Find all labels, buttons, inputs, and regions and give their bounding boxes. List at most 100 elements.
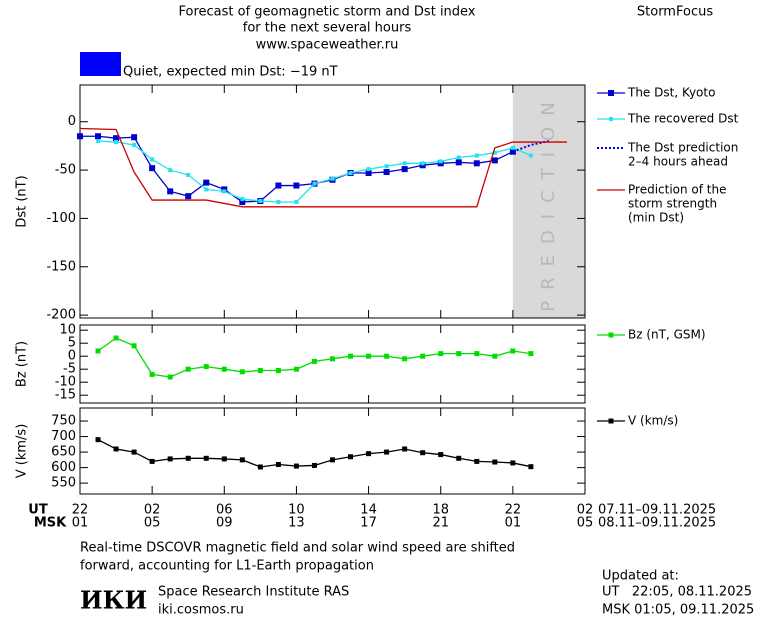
- data-point: [240, 197, 245, 202]
- data-point: [366, 353, 372, 359]
- data-point: [510, 348, 516, 354]
- y-tick-label: -200: [46, 308, 76, 323]
- data-point: [168, 168, 173, 173]
- data-point: [492, 150, 497, 155]
- data-point: [330, 457, 335, 463]
- data-point: [456, 455, 462, 461]
- data-point: [510, 145, 515, 150]
- plot-frame: [79, 407, 586, 495]
- x2-tick-label: 17: [360, 516, 377, 531]
- data-point: [149, 371, 155, 377]
- data-point: [257, 368, 263, 373]
- data-point: [456, 155, 461, 160]
- y-tick-label: 700: [51, 429, 76, 444]
- data-point: [167, 456, 173, 462]
- legend-label: (min Dst): [628, 211, 684, 225]
- data-point: [438, 351, 444, 357]
- data-point: [492, 353, 498, 359]
- note: forward, accounting for L1-Earth propaga…: [80, 559, 374, 574]
- legend-label: V (km/s): [628, 414, 678, 428]
- data-point: [330, 176, 335, 181]
- prediction-zone: [512, 85, 585, 318]
- y-tick-label: -150: [46, 259, 76, 274]
- data-point: [204, 187, 209, 192]
- x-tick-label: 02: [144, 503, 161, 518]
- legend-label: 2–4 hours ahead: [628, 155, 728, 169]
- legend-label: Prediction of the: [628, 183, 727, 197]
- x2-tick-label: 01: [505, 516, 522, 531]
- legend-marker: [609, 117, 613, 121]
- data-point: [474, 351, 480, 357]
- series-line: [97, 337, 531, 378]
- institute-site: iki.cosmos.ru: [158, 603, 244, 618]
- data-point: [366, 167, 371, 172]
- data-point: [473, 160, 480, 167]
- x-tick-label: 06: [216, 503, 233, 518]
- ut-label: UT: [28, 503, 48, 518]
- data-point: [348, 170, 353, 175]
- y-axis-label: Dst (nT): [15, 175, 30, 227]
- y-tick-label: -10: [55, 375, 76, 390]
- data-point: [149, 458, 155, 464]
- legend-label: The recovered Dst: [627, 112, 739, 126]
- data-point: [384, 164, 389, 169]
- data-point: [131, 343, 137, 349]
- series-line: [97, 439, 532, 468]
- status-text: Quiet, expected min Dst: −19 nT: [123, 65, 338, 80]
- x2-tick-label: 13: [288, 516, 305, 531]
- x-tick-label: 14: [360, 503, 377, 518]
- legend-marker: [608, 332, 614, 338]
- data-point: [420, 450, 426, 456]
- data-point: [366, 451, 372, 457]
- data-point: [203, 455, 209, 461]
- data-point: [185, 455, 191, 461]
- data-point: [258, 199, 263, 204]
- y-axis-label: Bz (nT): [15, 341, 30, 387]
- legend-marker: [608, 90, 614, 96]
- data-point: [95, 348, 101, 354]
- legend-label: The Dst, Kyoto: [627, 86, 715, 100]
- data-point: [474, 153, 479, 158]
- data-point: [402, 356, 408, 362]
- x2-tick-label: 05: [144, 516, 161, 531]
- data-point: [275, 368, 281, 373]
- data-point: [348, 353, 354, 359]
- legend-marker: [608, 418, 614, 424]
- title: Forecast of geomagnetic storm and Dst in…: [178, 5, 475, 20]
- data-point: [311, 462, 317, 468]
- y-tick-label: -50: [55, 163, 76, 178]
- y-tick-label: 0: [68, 349, 76, 364]
- data-point: [383, 169, 390, 176]
- data-point: [294, 199, 299, 204]
- data-point: [221, 366, 227, 372]
- data-point: [528, 464, 534, 470]
- data-point: [203, 179, 210, 186]
- data-point: [167, 188, 174, 195]
- data-point: [293, 463, 299, 469]
- site-url: www.spaceweather.ru: [256, 38, 399, 53]
- updated-ut: UT 22:05, 08.11.2025: [602, 585, 752, 600]
- data-point: [311, 358, 317, 364]
- data-point: [275, 182, 282, 189]
- data-point: [491, 157, 498, 164]
- y-tick-label: 650: [51, 445, 76, 460]
- data-point: [114, 140, 119, 145]
- series-line: [98, 140, 532, 203]
- data-point: [384, 353, 390, 359]
- data-point: [239, 369, 245, 375]
- data-point: [95, 133, 102, 140]
- status-box: [80, 52, 121, 76]
- subtitle: for the next several hours: [243, 21, 412, 36]
- y-tick-label: -15: [55, 388, 76, 403]
- updated-msk: MSK 01:05, 09.11.2025: [602, 603, 754, 618]
- logo: ИКИ: [80, 586, 147, 615]
- data-point: [312, 181, 317, 186]
- data-point: [438, 159, 443, 164]
- y-tick-label: 750: [51, 414, 76, 429]
- data-point: [96, 139, 101, 144]
- updated-label: Updated at:: [602, 569, 679, 584]
- x2-tick-label: 09: [216, 516, 233, 531]
- data-point: [455, 159, 462, 166]
- data-point: [420, 161, 425, 166]
